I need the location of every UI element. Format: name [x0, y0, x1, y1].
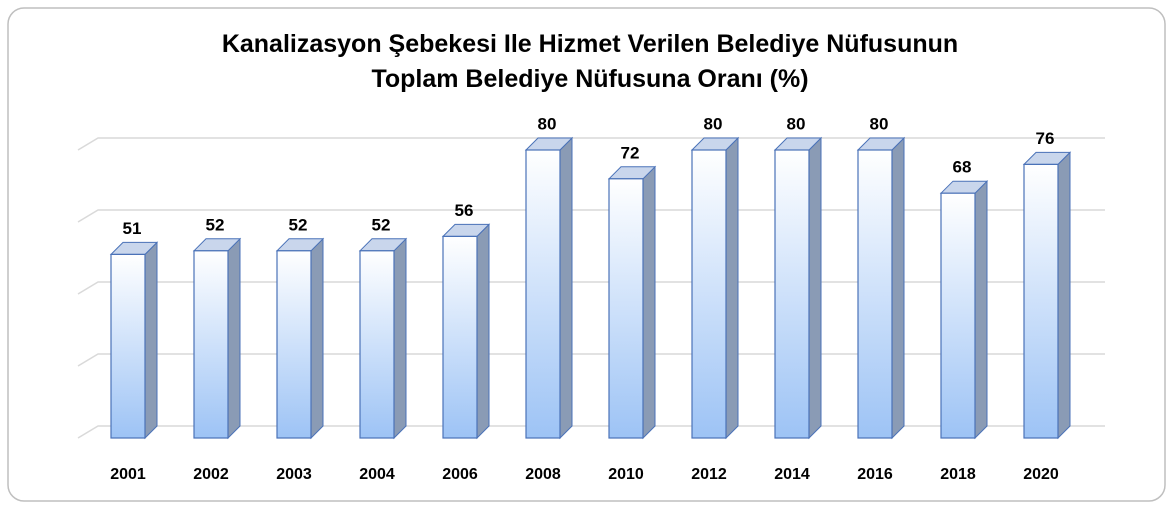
bar-front [940, 192, 976, 439]
bar-front [774, 149, 810, 439]
bar-front [193, 250, 229, 439]
data-label: 56 [455, 201, 474, 220]
x-tick-label: 2008 [525, 466, 561, 483]
x-tick-label: 2001 [110, 466, 146, 483]
x-tick-label: 2006 [442, 466, 478, 483]
bar-front [525, 149, 561, 439]
grid-line [77, 137, 1105, 151]
grid-line [77, 425, 1105, 439]
bar [690, 136, 740, 440]
bar [856, 136, 906, 440]
chart-title: Kanalizasyon Şebekesi Ile Hizmet Verilen… [222, 30, 958, 93]
bar-side [393, 237, 407, 440]
data-label: 52 [206, 215, 225, 234]
x-tick-label: 2020 [1023, 466, 1059, 483]
bar-side [476, 223, 490, 440]
bar-side [808, 136, 822, 440]
bar [524, 136, 574, 440]
data-label: 72 [621, 143, 640, 162]
x-tick-label: 2010 [608, 466, 644, 483]
bar-front [359, 250, 395, 439]
bar-side [1057, 151, 1071, 440]
bar [275, 237, 325, 440]
data-label: 68 [953, 158, 972, 177]
grid-line [77, 209, 1105, 223]
bar [192, 237, 242, 440]
bar-front [608, 178, 644, 439]
x-tick-label: 2002 [193, 466, 229, 483]
title-line: Toplam Belediye Nüfusuna Oranı (%) [371, 65, 808, 93]
x-tick-label: 2018 [940, 466, 976, 483]
x-tick-label: 2004 [359, 466, 395, 483]
x-tick-label: 2016 [857, 466, 893, 483]
data-label: 80 [787, 114, 806, 133]
x-tick-label: 2012 [691, 466, 727, 483]
bar [109, 241, 159, 440]
data-label: 52 [372, 215, 391, 234]
x-tick-label: 2003 [276, 466, 312, 483]
bar [358, 237, 408, 440]
bar [939, 179, 989, 440]
bar-side [559, 136, 573, 440]
bar-front [857, 149, 893, 439]
bar-side [974, 179, 988, 440]
bar-side [144, 241, 158, 440]
bar-front [276, 250, 312, 439]
bar [773, 136, 823, 440]
bar-side [227, 237, 241, 440]
bar-front [110, 253, 146, 439]
bar-side [891, 136, 905, 440]
data-label: 76 [1036, 129, 1055, 148]
data-label: 80 [870, 114, 889, 133]
data-label: 80 [704, 114, 723, 133]
data-label: 52 [289, 215, 308, 234]
bar-side [725, 136, 739, 440]
x-tick-label: 2014 [774, 466, 810, 483]
bar-side [642, 165, 656, 440]
bar [1022, 151, 1072, 440]
bar [607, 165, 657, 440]
bar-side [310, 237, 324, 440]
grid-line [77, 281, 1105, 295]
data-label: 80 [538, 114, 557, 133]
bar-front [1023, 163, 1059, 439]
bar-front [442, 235, 478, 439]
data-label: 51 [123, 219, 142, 238]
grid-line [77, 353, 1105, 367]
title-line: Kanalizasyon Şebekesi Ile Hizmet Verilen… [222, 30, 958, 58]
bar [441, 223, 491, 440]
bar-front [691, 149, 727, 439]
